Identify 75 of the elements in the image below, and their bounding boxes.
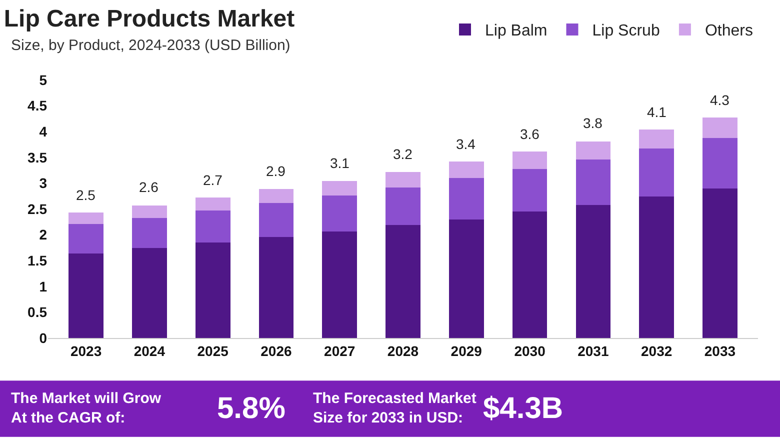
bar bbox=[576, 204, 611, 338]
y-tick-label: 1.5 bbox=[28, 252, 48, 268]
x-tick-label: 2028 bbox=[387, 342, 419, 359]
bar bbox=[132, 248, 167, 338]
bar bbox=[386, 225, 420, 338]
bar bbox=[68, 253, 104, 338]
bar bbox=[702, 118, 738, 138]
bar bbox=[195, 210, 230, 243]
bar bbox=[322, 196, 358, 232]
bar bbox=[702, 138, 738, 188]
total-label: 3.8 bbox=[583, 115, 603, 131]
total-label: 2.5 bbox=[76, 187, 96, 203]
legend-label: Lip Scrub bbox=[592, 22, 660, 40]
bar bbox=[322, 181, 358, 196]
text: The Market will Grow At the CAGR of: bbox=[11, 390, 162, 426]
y-tick-label: 2 bbox=[39, 226, 48, 243]
y-tick-label: 4.5 bbox=[28, 98, 48, 114]
total-label: 3.2 bbox=[393, 146, 413, 162]
bar bbox=[576, 141, 611, 160]
bar bbox=[68, 212, 104, 224]
bar bbox=[448, 162, 484, 178]
bar bbox=[512, 152, 548, 169]
bar bbox=[258, 188, 294, 203]
legend-label: Others bbox=[704, 22, 753, 40]
x-tick-label: 2031 bbox=[578, 342, 609, 359]
bar bbox=[512, 168, 548, 212]
bar bbox=[195, 198, 230, 211]
y-tick-label: 3.5 bbox=[28, 149, 48, 166]
total-label: 2.9 bbox=[266, 163, 286, 179]
bar bbox=[195, 242, 230, 338]
total-label: 3.4 bbox=[456, 136, 476, 152]
legend-label: Lip Balm bbox=[485, 22, 548, 40]
bar bbox=[386, 187, 420, 225]
x-tick-label: 2025 bbox=[197, 342, 229, 359]
bar bbox=[258, 236, 294, 338]
bar bbox=[639, 130, 674, 149]
x-tick-label: 2029 bbox=[450, 342, 482, 359]
x-tick-label: 2024 bbox=[134, 342, 166, 359]
text: The Forecasted Market Size for 2033 in USD: bbox=[313, 390, 476, 426]
text: $4.3B bbox=[483, 392, 564, 425]
bar bbox=[639, 148, 674, 197]
bar bbox=[322, 232, 358, 338]
bar bbox=[702, 188, 738, 338]
bar bbox=[576, 159, 611, 205]
y-tick-label: 4 bbox=[39, 124, 48, 140]
total-label: 4.3 bbox=[710, 92, 730, 108]
y-tick-label: 1 bbox=[39, 278, 48, 294]
x-tick-label: 2026 bbox=[260, 342, 292, 359]
text: 5.8% bbox=[217, 392, 286, 425]
bar bbox=[639, 196, 674, 338]
total-label: 3.6 bbox=[520, 126, 540, 142]
bar bbox=[68, 224, 104, 254]
x-tick-label: 2027 bbox=[324, 342, 356, 359]
bar bbox=[132, 218, 167, 248]
total-label: 2.6 bbox=[139, 179, 159, 195]
bar bbox=[448, 219, 484, 338]
total-label: 3.1 bbox=[330, 155, 350, 171]
bar bbox=[512, 212, 548, 338]
y-tick-label: 3 bbox=[39, 175, 48, 192]
x-tick-label: 2033 bbox=[704, 342, 736, 359]
x-tick-label: 2030 bbox=[514, 342, 546, 359]
bar bbox=[132, 205, 167, 218]
x-tick-label: 2023 bbox=[70, 342, 102, 359]
total-label: 4.1 bbox=[647, 104, 667, 120]
bar bbox=[386, 172, 420, 188]
y-tick-label: 2.5 bbox=[28, 200, 48, 217]
total-label: 2.7 bbox=[203, 172, 223, 188]
y-tick-label: 0 bbox=[39, 330, 48, 346]
bar bbox=[448, 178, 484, 220]
y-tick-label: 5 bbox=[39, 72, 48, 88]
chart-subtitle: Size, by Product, 2024-2033 (USD Billion) bbox=[11, 37, 290, 54]
y-tick-label: 0.5 bbox=[28, 304, 48, 320]
x-tick-label: 2032 bbox=[640, 342, 672, 359]
chart-title: Lip Care Products Market bbox=[4, 5, 295, 32]
bar bbox=[258, 202, 294, 237]
